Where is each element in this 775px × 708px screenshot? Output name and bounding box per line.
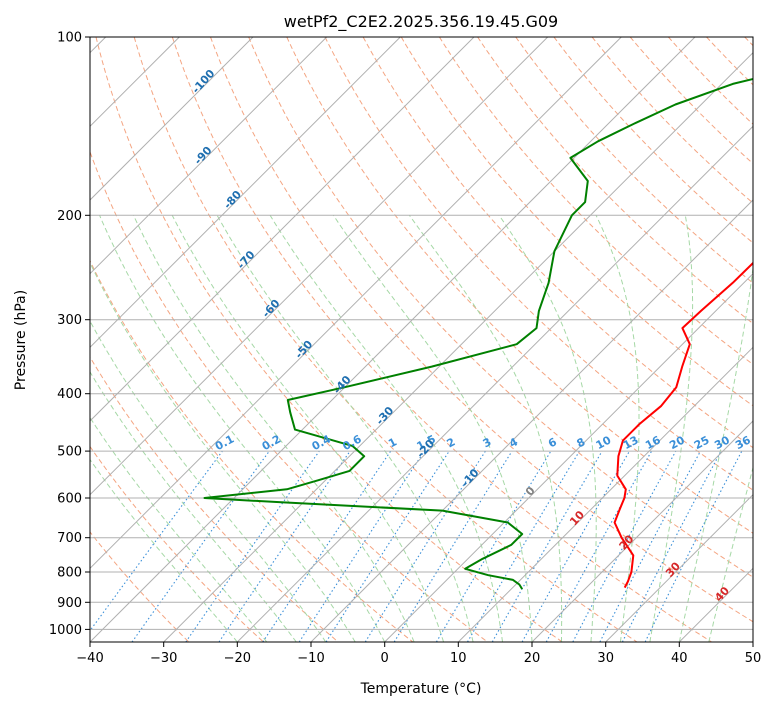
isotherm-line	[90, 37, 475, 422]
moist-adiabat	[678, 264, 753, 642]
mixing-ratio-label: 30	[712, 433, 732, 452]
moist-adiabat	[133, 215, 415, 642]
y-tick-label: 700	[57, 531, 82, 546]
isotherm-line	[531, 420, 753, 642]
grid-layer	[90, 37, 753, 642]
y-tick-label: 100	[57, 31, 82, 46]
dry-adiabat	[90, 150, 488, 642]
isotherm-line	[90, 37, 328, 275]
dry-adiabat	[90, 531, 190, 642]
dry-adiabat	[133, 37, 638, 642]
temperature-profile-line	[613, 261, 753, 589]
dry-adiabat	[171, 37, 712, 642]
axis-ticks: −40 −30 −20 −10 0 10 20 30 40 50 100 200 300 400 500 60…	[49, 31, 761, 667]
mixing-ratio-line	[262, 450, 392, 642]
dry-adiabat	[400, 37, 753, 407]
dry-adiabat	[90, 445, 264, 642]
isotherm-line	[90, 37, 254, 201]
isotherm-line	[90, 37, 622, 570]
x-tick-label: −10	[297, 651, 324, 666]
isotherm-line	[163, 51, 753, 642]
isotherm-line	[90, 37, 401, 349]
dry-adiabat	[286, 37, 753, 534]
x-tick-label: 40	[671, 651, 688, 666]
series-layer	[203, 77, 753, 590]
mixing-ratio-label: 16	[643, 433, 663, 452]
moist-adiabat	[595, 215, 640, 642]
y-tick-label: 900	[57, 596, 82, 611]
mixing-ratio-line	[393, 450, 513, 642]
dry-adiabat	[324, 37, 753, 491]
moist-adiabat	[269, 215, 503, 642]
isotherm-line	[90, 37, 696, 642]
x-tick-label: −20	[224, 651, 251, 666]
y-tick-label: 500	[57, 445, 82, 460]
dry-adiabat	[210, 37, 753, 623]
isotherm-line	[310, 199, 753, 642]
plot-background	[90, 37, 753, 642]
moist-adiabat	[90, 458, 238, 642]
plot-frame	[89, 36, 754, 643]
x-tick-label: 10	[450, 651, 467, 666]
mixing-ratio-line	[298, 450, 425, 642]
moist-adiabat	[90, 261, 356, 642]
moist-adiabat	[498, 215, 597, 642]
mixing-ratio-line	[644, 450, 743, 642]
isotherm-line	[457, 346, 753, 642]
x-tick-label: 30	[597, 651, 614, 666]
mixing-ratio-label: 20	[667, 433, 687, 452]
dry-adiabat	[591, 37, 753, 204]
mixing-ratio-line	[185, 450, 320, 642]
y-tick-label: 200	[57, 209, 82, 224]
dry-adiabat	[90, 356, 339, 642]
moist-adiabat	[171, 215, 445, 642]
dry-adiabat	[629, 37, 753, 165]
x-tick-label: −40	[76, 651, 103, 666]
isotherm-line	[90, 37, 549, 496]
moist-adiabat	[99, 215, 386, 642]
moist-adiabat	[90, 416, 268, 642]
dry-adiabat	[438, 37, 753, 365]
dewpoint-profile-line	[203, 77, 753, 590]
mixing-ratio-label: 13	[621, 433, 641, 452]
chart-title: wetPf2_C2E2.2025.356.19.45.G09	[284, 12, 558, 32]
mixing-ratio-line	[545, 450, 653, 642]
moist-adiabat	[408, 215, 563, 642]
mixing-ratio-line	[131, 450, 270, 642]
moist-adiabat	[649, 215, 694, 642]
x-axis-title: Temperature (°C)	[360, 681, 482, 697]
moist-adiabat	[708, 465, 753, 642]
mixing-ratio-line	[90, 450, 223, 632]
y-axis-title: Pressure (hPa)	[13, 290, 29, 390]
mixing-ratio-label: 25	[692, 433, 712, 452]
mixing-ratio-label: 10	[594, 433, 614, 452]
moist-adiabat	[90, 320, 327, 642]
mixing-ratio-line	[572, 450, 677, 642]
moist-adiabat	[90, 370, 297, 642]
x-tick-label: 0	[381, 651, 389, 666]
y-tick-label: 1000	[49, 623, 82, 638]
dry-adiabat	[515, 37, 753, 284]
isotherm-line	[236, 125, 753, 642]
y-tick-label: 600	[57, 492, 82, 507]
x-tick-label: 50	[745, 651, 762, 666]
mixing-ratio-line	[218, 450, 351, 642]
y-tick-label: 300	[57, 313, 82, 328]
mixing-ratio-label: 36	[733, 433, 753, 452]
isotherm-line	[752, 641, 753, 642]
mixing-ratio-line	[325, 450, 450, 642]
y-tick-label: 400	[57, 387, 82, 402]
isotherm-line	[605, 493, 753, 642]
x-tick-label: 20	[524, 651, 541, 666]
y-tick-label: 800	[57, 566, 82, 581]
x-tick-label: −30	[150, 651, 177, 666]
dry-adiabat	[95, 37, 563, 642]
mixing-ratio-line	[521, 450, 630, 642]
